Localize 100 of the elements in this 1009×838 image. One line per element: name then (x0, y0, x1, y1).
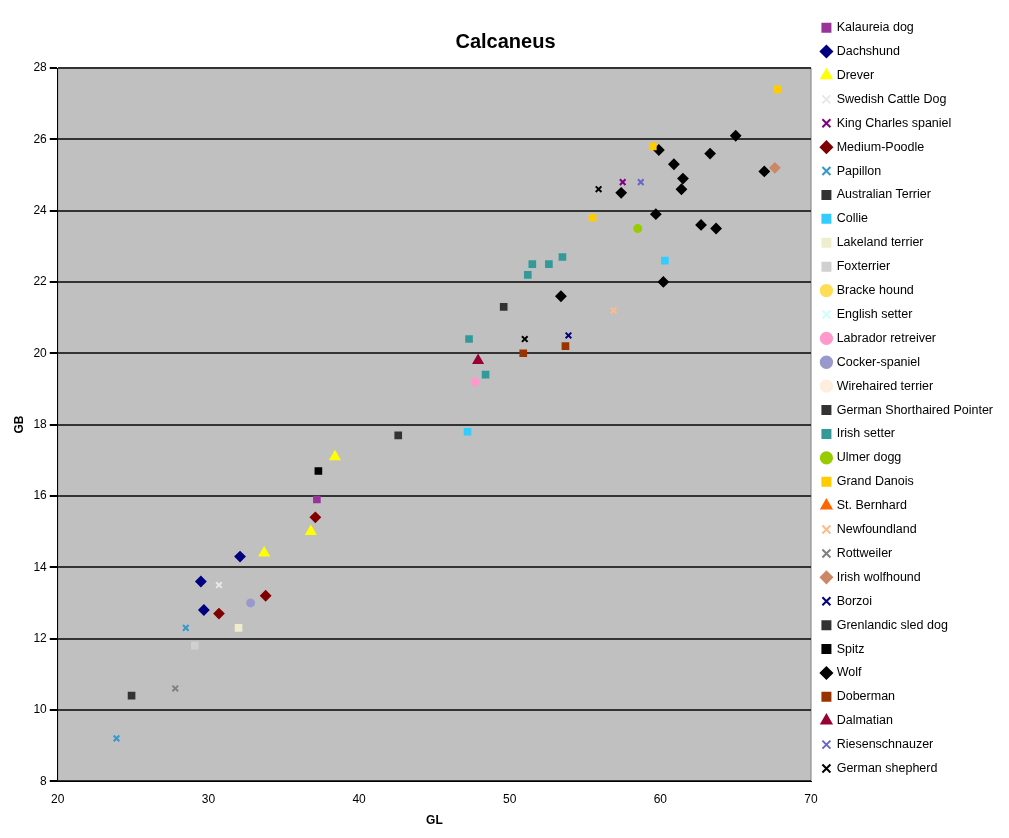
point (695, 219, 707, 231)
point (710, 222, 722, 234)
point (112, 734, 121, 743)
point (661, 256, 669, 265)
legend-label: English setter (836, 306, 913, 321)
point (528, 260, 537, 268)
legend-label: Riesenschnauzer (836, 737, 934, 752)
point (649, 142, 657, 151)
legend-label: Doberman (836, 689, 896, 704)
point (329, 450, 341, 461)
point (675, 183, 687, 195)
point (653, 144, 665, 156)
point (668, 158, 680, 170)
legend-label: Grand Danois (836, 474, 914, 489)
y-axis-title: GB (11, 415, 26, 434)
x-tick-label: 70 (804, 791, 819, 806)
legend-label: Rottweiler (836, 545, 893, 560)
point (633, 223, 643, 233)
point (588, 213, 597, 222)
point (561, 342, 570, 350)
legend-label: Borzoi (836, 593, 873, 608)
point (555, 290, 567, 302)
legend-label: Medium-Poodle (836, 139, 925, 154)
point (481, 370, 490, 379)
point (213, 608, 225, 620)
legend-label: Cocker-spaniel (836, 354, 921, 369)
legend-label: Swedish Cattle Dog (836, 91, 947, 106)
legend-label: Spitz (836, 641, 865, 656)
point (234, 551, 246, 563)
legend-label: King Charles spaniel (836, 115, 952, 130)
y-tick-label: 16 (33, 488, 48, 503)
point (181, 624, 190, 632)
legend-label: Ulmer dogg (836, 450, 902, 465)
legend-label: Foxterrier (836, 259, 891, 274)
x-tick-label: 40 (352, 791, 367, 806)
legend-label: Irish setter (836, 426, 896, 441)
legend-label: Lakeland terrier (836, 235, 924, 250)
legend-label: St. Bernhard (836, 498, 907, 513)
y-tick-label: 24 (33, 202, 48, 217)
legend-label: Papillon (836, 163, 882, 178)
legend-label: Dachshund (836, 44, 900, 58)
point (704, 148, 716, 160)
point (677, 173, 689, 185)
point (195, 576, 207, 587)
y-tick-label: 20 (33, 345, 48, 360)
point (618, 178, 627, 186)
y-tick-label: 14 (33, 559, 48, 574)
point (499, 303, 508, 311)
legend-label: Newfoundland (836, 522, 917, 536)
legend-label: German shepherd (836, 761, 938, 775)
legend-label: Drever (836, 67, 875, 82)
point (465, 335, 473, 343)
point (615, 187, 627, 199)
legend-label: Australian Terrier (836, 187, 931, 202)
point (774, 85, 782, 94)
point (260, 590, 272, 602)
x-tick-label: 30 (201, 791, 216, 806)
point (609, 306, 618, 315)
point (730, 130, 742, 142)
point (650, 208, 662, 220)
point (564, 331, 573, 340)
point (198, 604, 210, 616)
point (309, 511, 321, 523)
point (314, 467, 323, 475)
legend-label: Grenlandic sled dog (836, 617, 948, 632)
x-tick-label: 60 (653, 791, 668, 806)
y-tick-label: 8 (40, 773, 48, 788)
point (191, 641, 199, 650)
point (519, 349, 528, 358)
legend-label: Dalmatian (836, 713, 893, 728)
point (472, 354, 484, 364)
y-tick-label: 12 (33, 630, 48, 645)
legend-label: Labrador retreiver (836, 330, 937, 345)
legend-label: Irish wolfhound (836, 569, 921, 584)
chart-title: Calcaneus (455, 29, 556, 52)
point (246, 598, 256, 608)
point (657, 276, 669, 288)
x-axis-title: GL (426, 813, 443, 828)
legend-label: German Shorthaired Pointer (836, 402, 994, 417)
x-tick-label: 50 (503, 791, 517, 806)
point (558, 253, 567, 261)
point (463, 427, 472, 436)
point (769, 162, 781, 174)
point (545, 260, 553, 268)
y-tick-label: 18 (33, 416, 48, 431)
legend-label: Collie (836, 211, 868, 226)
point (305, 525, 317, 536)
point (470, 377, 480, 387)
legend-label: Wirehaired terrier (836, 378, 934, 393)
y-tick-label: 22 (33, 274, 48, 289)
point (234, 624, 243, 632)
point (394, 431, 403, 440)
y-tick-label: 28 (33, 60, 48, 75)
point (313, 495, 321, 504)
point (258, 546, 270, 557)
point (758, 165, 770, 177)
point (594, 185, 603, 194)
legend-label: Kalaureia dog (836, 20, 914, 35)
y-tick-label: 26 (33, 131, 48, 146)
legend-label: Bracke hound (836, 283, 914, 297)
